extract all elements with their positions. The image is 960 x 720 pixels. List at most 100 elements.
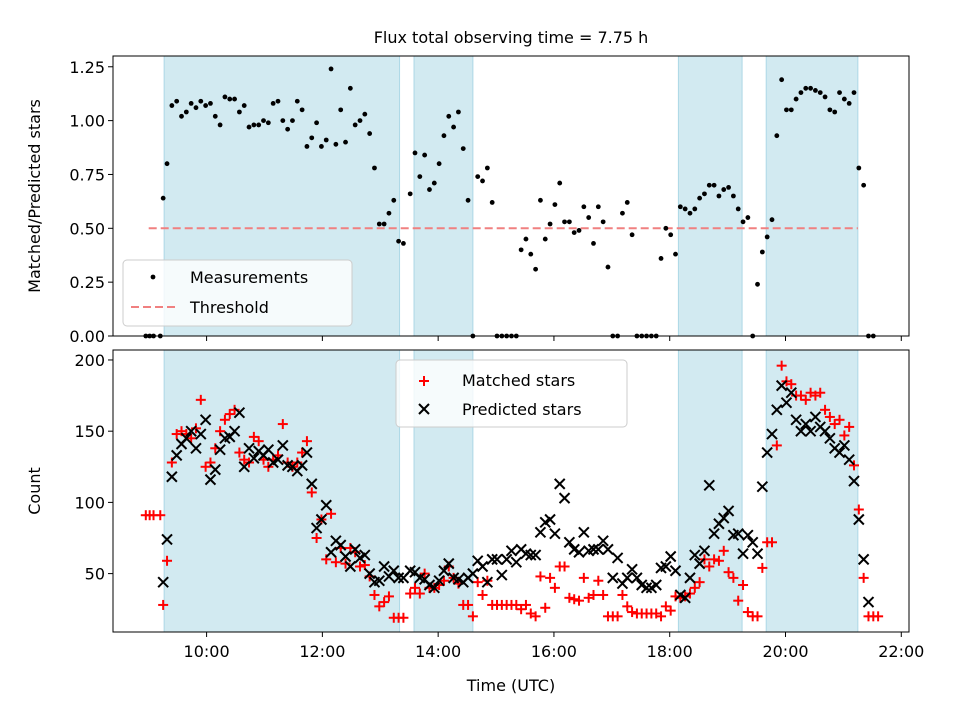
predicted-point xyxy=(388,565,400,577)
measurement-point xyxy=(682,206,688,212)
bottom-panel: 50 100 150 200 10:00 12:00 14:00 16:00 18:00 20:0… xyxy=(25,349,924,695)
matched-point xyxy=(545,572,556,583)
measurement-point xyxy=(730,193,736,199)
measurement-point xyxy=(562,219,567,225)
matched-point xyxy=(569,594,580,605)
predicted-point-b xyxy=(452,573,465,586)
predicted-point-b xyxy=(199,414,212,426)
measurement-point xyxy=(265,120,271,126)
predicted-point-b xyxy=(631,572,643,584)
measurement-point xyxy=(164,161,170,167)
measurement-point xyxy=(236,109,242,115)
legend: Matched stars Predicted stars xyxy=(395,359,628,428)
predicted-point-b xyxy=(491,553,503,566)
matched-point xyxy=(800,394,811,405)
predicted-point-b xyxy=(650,579,662,591)
measurement-point xyxy=(246,124,252,130)
matched-point xyxy=(383,591,394,602)
matched-point xyxy=(467,611,478,622)
y-tick-label: 50 xyxy=(85,565,105,584)
y-tick-label: 0.50 xyxy=(69,219,105,238)
legend-label: Measurements xyxy=(190,268,308,287)
matched-point xyxy=(482,575,493,586)
predicted-point-b xyxy=(418,573,431,586)
predicted-point-b xyxy=(486,553,498,566)
measurement-point xyxy=(837,90,842,96)
matched-point xyxy=(849,460,860,471)
predicted-point xyxy=(534,526,547,539)
predicted-point-b xyxy=(204,473,217,486)
measurement-point xyxy=(436,161,442,167)
predicted-point-b xyxy=(520,547,532,560)
predicted-point-b xyxy=(621,572,633,584)
matched-point xyxy=(709,554,720,565)
predicted-point xyxy=(277,439,289,452)
measurement-point xyxy=(270,100,276,106)
predicted-point-b xyxy=(684,572,696,584)
predicted-point-b xyxy=(373,575,386,587)
predicted-point xyxy=(573,546,585,558)
predicted-point-b xyxy=(640,582,653,594)
matched-point xyxy=(578,572,589,583)
predicted-point-b xyxy=(166,471,178,483)
measurement-point xyxy=(557,180,563,186)
matched-point xyxy=(853,504,864,515)
predicted-point xyxy=(804,425,817,437)
predicted-point xyxy=(525,549,537,561)
predicted-point-b xyxy=(529,549,542,561)
predicted-point xyxy=(703,479,715,492)
measurement-point xyxy=(663,225,669,231)
predicted-point xyxy=(848,475,860,487)
measurement-point xyxy=(227,96,233,102)
matched-point xyxy=(612,611,623,622)
matched-point xyxy=(540,602,551,613)
measurement-point xyxy=(822,94,828,100)
measurement-point xyxy=(422,152,428,158)
matched-point xyxy=(234,447,245,458)
matched-point xyxy=(723,567,734,578)
measurement-point xyxy=(304,144,310,149)
predicted-point-b xyxy=(363,567,376,580)
predicted-point-b xyxy=(185,425,197,437)
predicted-point xyxy=(195,428,207,440)
measurement-point xyxy=(851,90,857,96)
predicted-point-b xyxy=(409,566,421,578)
measurement-point xyxy=(299,107,305,113)
predicted-point xyxy=(611,552,624,564)
predicted-point xyxy=(640,582,653,594)
measurement-point xyxy=(290,118,295,124)
measurement-point xyxy=(251,122,257,128)
measurement-point xyxy=(280,118,286,124)
predicted-point xyxy=(742,529,754,541)
predicted-point-b xyxy=(568,543,580,556)
predicted-point xyxy=(296,459,308,472)
predicted-point xyxy=(325,546,337,558)
matched-point xyxy=(622,601,633,612)
predicted-point-b xyxy=(626,563,638,576)
y-tick-label: 200 xyxy=(74,351,105,370)
measurement-point xyxy=(362,111,368,117)
measurement-point xyxy=(309,135,315,141)
measurement-point xyxy=(533,266,539,272)
predicted-point xyxy=(334,539,347,551)
matched-point xyxy=(530,611,541,622)
predicted-point xyxy=(578,526,590,539)
matched-point xyxy=(771,440,782,451)
predicted-point xyxy=(833,446,846,459)
matched-point xyxy=(834,414,845,425)
measurement-point xyxy=(571,230,577,236)
predicted-point xyxy=(204,473,217,486)
measurement-point xyxy=(343,139,348,145)
predicted-point-b xyxy=(761,446,773,459)
predicted-point xyxy=(262,443,275,456)
predicted-point-b xyxy=(496,569,508,581)
predicted-point xyxy=(785,387,797,399)
matched-point xyxy=(627,607,638,618)
predicted-point-b xyxy=(301,446,313,459)
predicted-point xyxy=(669,565,682,577)
matched-point xyxy=(786,379,797,390)
matched-point xyxy=(438,575,449,586)
predicted-point xyxy=(722,505,735,517)
predicted-point xyxy=(838,439,851,452)
matched-point xyxy=(311,533,322,543)
